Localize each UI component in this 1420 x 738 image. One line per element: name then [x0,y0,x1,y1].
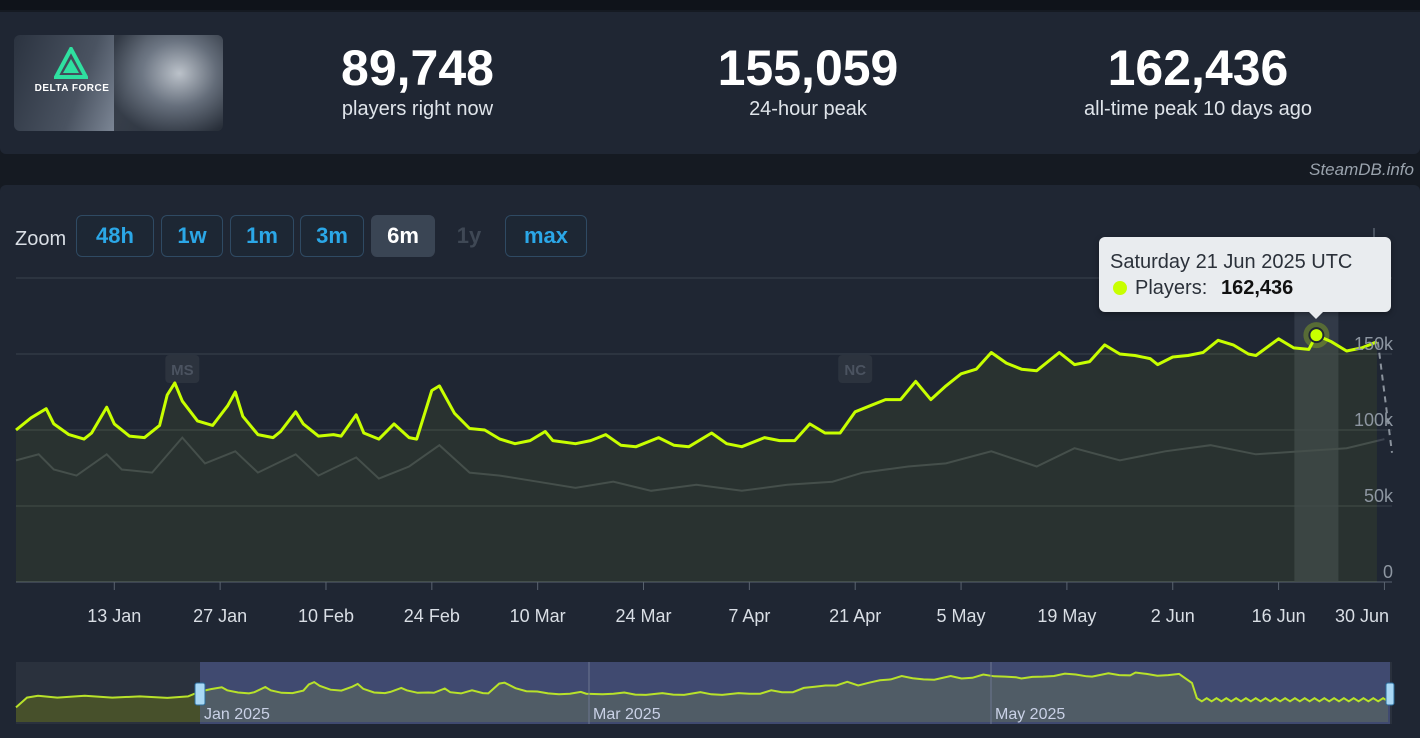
x-tick-label: 21 Apr [829,606,881,626]
navigator-tick: Mar 2025 [593,706,661,723]
stat-value: 89,748 [341,40,494,96]
y-tick-label: 0 [1383,562,1393,582]
zoom-1m-button[interactable]: 1m [230,215,294,257]
y-tick-label: 50k [1364,486,1394,506]
zoom-label: Zoom [15,228,67,250]
x-tick-label: 10 Feb [298,606,354,626]
navigator-right-handle[interactable] [1385,682,1395,706]
zoom-1w-button[interactable]: 1w [161,215,223,257]
x-tick-label: 7 Apr [728,606,770,626]
stat-all-time-peak: 162,436 all-time peak 10 days ago [1050,42,1346,121]
chart-tooltip: Saturday 21 Jun 2025 UTC Players: 162,43… [1099,237,1391,312]
game-thumbnail[interactable]: DELTA FORCE [14,35,223,131]
tooltip-value: 162,436 [1221,277,1294,299]
event-flag-box [838,355,873,383]
highlight-point[interactable] [1308,327,1325,344]
event-flag-box [165,355,200,383]
zoom-6m-button[interactable]: 6m [371,215,435,257]
x-tick-label: 30 Jun [1335,606,1389,626]
secondary-series-line [15,436,1385,492]
tooltip-series-dot [1113,281,1127,295]
y-tick-label: 150k [1354,334,1394,354]
stats-panel: DELTA FORCE 89,748 players right now 155… [0,12,1420,154]
navigator-tick: May 2025 [995,706,1065,723]
zoom-48h-button[interactable]: 48h [76,215,154,257]
event-flag[interactable]: NC [838,355,873,383]
stat-value: 155,059 [717,40,899,96]
players-series-line [15,333,1378,449]
stat-24h-peak: 155,059 24-hour peak [668,42,948,121]
zoom-3m-button[interactable]: 3m [300,215,364,257]
navigator-tick: Jan 2025 [204,706,270,723]
game-logo-text: DELTA FORCE [34,83,110,94]
event-flag-label: NC [844,362,866,379]
navigator-line [15,671,1389,709]
x-tick-label: 5 May [937,606,986,626]
x-tick-label: 24 Mar [616,606,672,626]
navigator-selection[interactable] [200,662,1390,724]
stat-value: 162,436 [1107,40,1289,96]
event-flag-label: MS [171,362,194,379]
x-tick-label: 13 Jan [87,606,141,626]
stat-label: players right now [341,98,494,120]
x-tick-label: 10 Mar [510,606,566,626]
x-tick-label: 24 Feb [404,606,460,626]
forecast-dash [1376,341,1393,453]
zoom-1y-button: 1y [456,223,482,248]
tooltip-series-name: Players: [1135,277,1208,299]
tooltip-tail [1308,311,1324,319]
player-count-chart[interactable]: MS NC 0 50k 100k 150k 13 Jan 27 Jan 10 Feb 24 F… [0,185,1420,738]
top-strip [0,0,1420,10]
game-art [114,35,223,131]
navigator[interactable]: Jan 2025 Mar 2025 May 2025 [15,662,1395,724]
stat-label: 24-hour peak [749,98,867,120]
zoom-max-button[interactable]: max [505,215,587,257]
x-tick-label: 2 Jun [1151,606,1195,626]
y-tick-label: 100k [1354,410,1394,430]
players-area [16,335,1377,582]
stat-label: all-time peak 10 days ago [1084,98,1312,120]
event-flag[interactable]: MS [165,355,200,383]
navigator-area [16,672,1388,722]
delta-force-logo-icon [54,47,88,79]
x-tick-label: 19 May [1037,606,1096,626]
stat-players-now: 89,748 players right now [280,42,555,121]
steamdb-credit[interactable]: SteamDB.info [1309,160,1414,179]
tooltip-date: Saturday 21 Jun 2025 UTC [1110,251,1353,273]
x-tick-label: 27 Jan [193,606,247,626]
x-tick-label: 16 Jun [1252,606,1306,626]
navigator-left-handle[interactable] [194,682,206,706]
